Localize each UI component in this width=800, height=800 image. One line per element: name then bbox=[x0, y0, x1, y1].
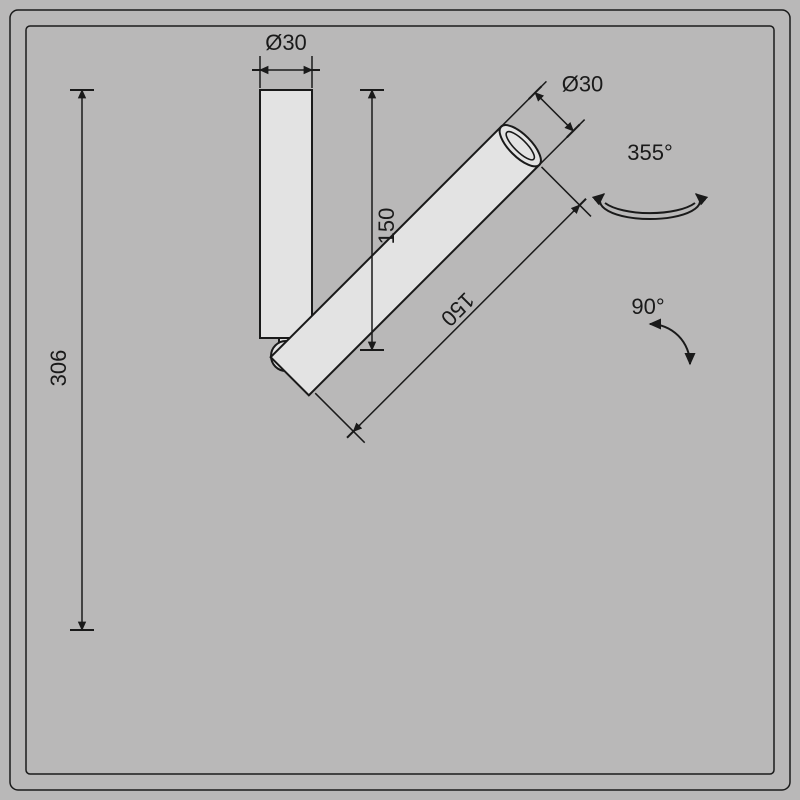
frame-outer bbox=[10, 10, 790, 790]
lower-cylinder: 150 Ø30 bbox=[269, 48, 670, 449]
dimension-drawing: 150 Ø30 Ø30 306 150 355° bbox=[0, 0, 800, 800]
rotation-tilt-label: 90° bbox=[631, 294, 664, 319]
dim-lower-diameter-label: Ø30 bbox=[562, 72, 604, 97]
rotation-pan: 355° bbox=[600, 140, 700, 219]
frame-inner bbox=[26, 26, 774, 774]
dim-top-diameter: Ø30 bbox=[252, 30, 320, 88]
dim-lower-length-label: 150 bbox=[436, 288, 480, 332]
rotation-tilt: 90° bbox=[631, 294, 690, 364]
upper-cylinder bbox=[260, 90, 312, 338]
dim-total-height-label: 306 bbox=[46, 350, 71, 387]
dim-total-height: 306 bbox=[46, 90, 94, 630]
rotation-pan-label: 355° bbox=[627, 140, 673, 165]
dim-upper-length-label: 150 bbox=[374, 208, 399, 245]
dim-top-diameter-label: Ø30 bbox=[265, 30, 307, 55]
